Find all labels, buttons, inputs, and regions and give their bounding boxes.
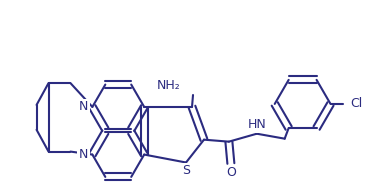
Text: NH₂: NH₂ [156,79,180,92]
Text: N: N [79,148,88,161]
Text: O: O [226,166,236,180]
Text: S: S [182,165,190,177]
Text: HN: HN [247,118,266,131]
Text: N: N [79,100,88,113]
Text: Cl: Cl [350,97,363,110]
